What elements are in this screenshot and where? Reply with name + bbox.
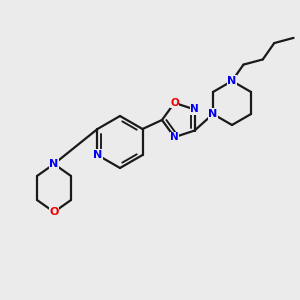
Text: N: N <box>50 159 58 169</box>
Text: N: N <box>227 76 237 86</box>
Text: N: N <box>208 109 218 119</box>
Text: N: N <box>190 104 199 114</box>
Text: N: N <box>170 132 179 142</box>
Text: N: N <box>93 150 102 160</box>
Text: O: O <box>49 207 59 217</box>
Text: O: O <box>170 98 179 108</box>
